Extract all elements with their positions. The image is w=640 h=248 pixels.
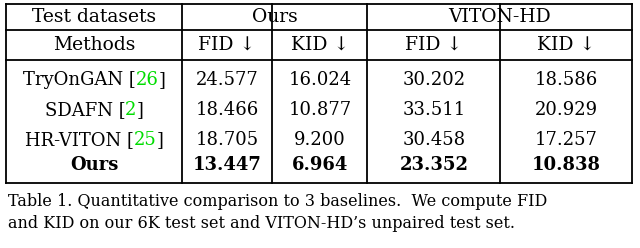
Text: 6.964: 6.964 [292, 156, 348, 174]
Text: 20.929: 20.929 [534, 101, 598, 119]
Text: Test datasets: Test datasets [32, 8, 156, 26]
Text: 24.577: 24.577 [196, 71, 259, 89]
Text: 2: 2 [125, 101, 136, 119]
Text: KID ↓: KID ↓ [291, 36, 349, 54]
Text: Table 1. Quantitative comparison to 3 baselines.  We compute FID: Table 1. Quantitative comparison to 3 ba… [8, 193, 547, 210]
Text: SDAFN [: SDAFN [ [45, 101, 125, 119]
Text: 18.466: 18.466 [195, 101, 259, 119]
Text: ]: ] [158, 71, 165, 89]
Text: Methods: Methods [53, 36, 135, 54]
Text: Ours: Ours [252, 8, 298, 26]
Text: HR-VITON [: HR-VITON [ [25, 131, 134, 149]
Text: TryOnGAN [: TryOnGAN [ [23, 71, 136, 89]
Text: 23.352: 23.352 [399, 156, 468, 174]
Text: 30.458: 30.458 [403, 131, 465, 149]
Text: VITON-HD: VITON-HD [448, 8, 551, 26]
Text: 33.511: 33.511 [403, 101, 466, 119]
Text: 25: 25 [134, 131, 156, 149]
Text: 17.257: 17.257 [534, 131, 597, 149]
Text: Ours: Ours [70, 156, 118, 174]
Text: FID ↓: FID ↓ [405, 36, 463, 54]
Text: 16.024: 16.024 [289, 71, 351, 89]
Text: and KID on our 6K test set and VITON-HD’s unpaired test set.: and KID on our 6K test set and VITON-HD’… [8, 215, 515, 232]
Text: 18.705: 18.705 [195, 131, 259, 149]
Text: 18.586: 18.586 [534, 71, 598, 89]
Text: 9.200: 9.200 [294, 131, 346, 149]
Text: 13.447: 13.447 [193, 156, 261, 174]
Text: FID ↓: FID ↓ [198, 36, 255, 54]
Text: ]: ] [136, 101, 143, 119]
Text: 30.202: 30.202 [403, 71, 465, 89]
Text: ]: ] [156, 131, 163, 149]
Text: KID ↓: KID ↓ [537, 36, 595, 54]
Text: 10.877: 10.877 [289, 101, 351, 119]
Text: 10.838: 10.838 [531, 156, 600, 174]
Text: 26: 26 [136, 71, 158, 89]
